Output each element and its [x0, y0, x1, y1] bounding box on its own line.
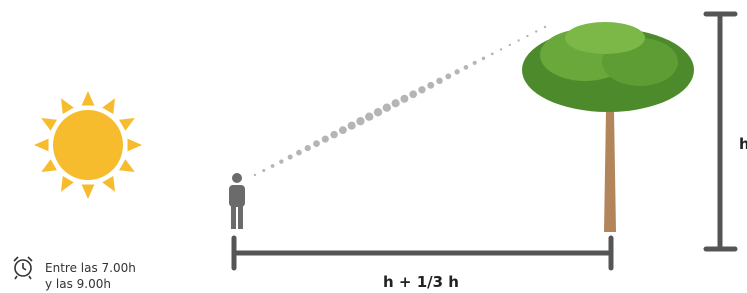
clock-icon: [14, 257, 32, 279]
person-leg: [238, 205, 243, 229]
sight-dot: [348, 122, 356, 130]
sight-dot: [526, 35, 528, 37]
sight-dot: [313, 140, 320, 147]
vertical-measure-label: h: [739, 135, 747, 153]
sight-dot: [473, 61, 477, 65]
sun-disc: [53, 110, 123, 180]
sun-ray: [82, 91, 95, 106]
sight-dot: [288, 155, 293, 160]
sight-dot: [305, 145, 311, 151]
person-leg: [231, 205, 236, 229]
sun-ray: [41, 118, 57, 131]
sight-dot: [544, 26, 546, 28]
sight-dot: [392, 99, 400, 107]
person: [229, 173, 245, 229]
sun-ray: [102, 176, 115, 192]
sight-dot: [482, 57, 485, 60]
sight-dot: [491, 53, 494, 56]
sight-dot: [296, 150, 302, 156]
sight-dot: [436, 78, 442, 84]
sight-line: [254, 26, 546, 176]
sight-dot: [427, 82, 434, 89]
sight-dot: [454, 69, 459, 74]
sight-dot: [445, 73, 451, 79]
sight-dot: [254, 174, 256, 176]
sun: [34, 91, 142, 199]
horizontal-measure: [234, 238, 611, 268]
sun-ray: [127, 139, 142, 152]
sight-dot: [400, 95, 408, 103]
note-line: Entre las 7.00h: [45, 261, 136, 275]
sight-dot: [374, 108, 382, 116]
sight-dot: [517, 39, 519, 41]
sun-ray: [82, 184, 95, 199]
note-line: y las 9.00h: [45, 277, 111, 291]
sight-dot: [383, 104, 391, 112]
sight-dot: [500, 48, 502, 50]
sight-dot: [271, 164, 275, 168]
sun-ray: [61, 176, 74, 192]
sun-ray: [119, 159, 135, 172]
sight-dot: [262, 169, 265, 172]
sight-dot: [509, 44, 511, 46]
sun-ray: [34, 139, 49, 152]
sun-ray: [102, 98, 115, 114]
sun-ray: [41, 159, 57, 172]
sight-dot: [339, 126, 347, 134]
sight-dot: [356, 117, 364, 125]
sight-dot: [330, 131, 338, 139]
sun-ray: [119, 118, 135, 131]
sight-dot: [418, 86, 425, 93]
sight-dot: [409, 90, 417, 98]
tree-canopy-top: [565, 22, 645, 54]
tree: [522, 22, 694, 232]
vertical-measure: [706, 14, 735, 249]
person-body: [229, 185, 245, 207]
diagram: h + 1/3 h h Entre las 7.00h y las 9.00h: [0, 0, 747, 293]
horizontal-measure-label: h + 1/3 h: [383, 273, 459, 291]
sun-ray: [61, 98, 74, 114]
sight-dot: [322, 136, 329, 143]
sight-dot: [279, 159, 283, 163]
clock-hands: [23, 263, 26, 270]
sight-dot: [365, 113, 373, 121]
sight-dot: [464, 65, 469, 70]
person-head: [232, 173, 242, 183]
sight-dot: [535, 30, 537, 32]
